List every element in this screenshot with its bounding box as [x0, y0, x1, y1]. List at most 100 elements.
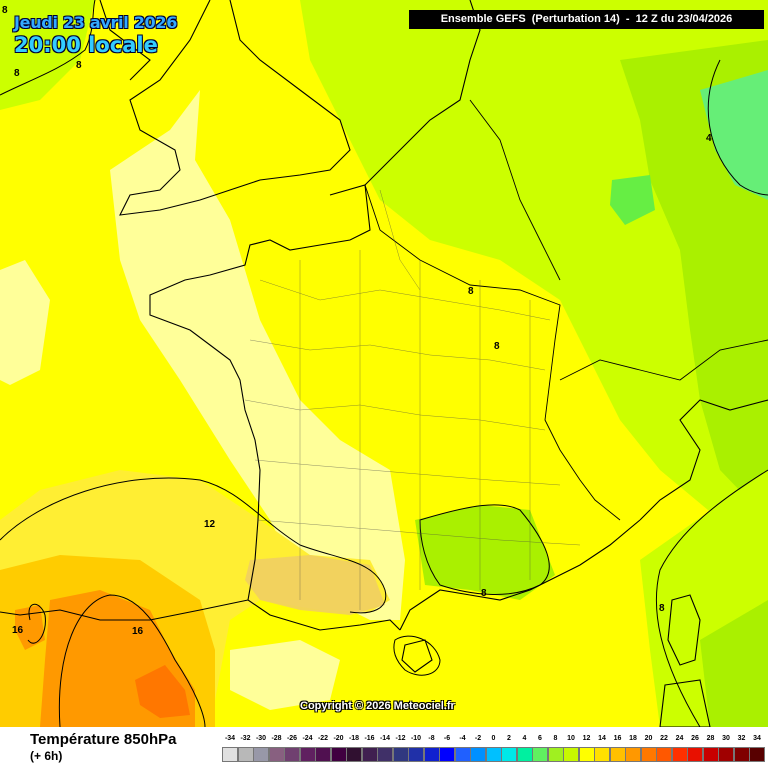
isotherm-16: [58, 594, 206, 727]
map-footer: Température 850hPa (+ 6h) -34 -32 -30 -28 -2…: [0, 727, 768, 768]
light-green-spot: [610, 175, 655, 225]
scale-tick-label: 0: [491, 735, 496, 742]
isotherm-label: 16: [132, 626, 144, 637]
scale-swatch: [532, 747, 548, 762]
scale-tick-label: -12: [395, 735, 406, 742]
scale-tick-label: 2: [507, 735, 511, 742]
variable-name: Température 850hPa: [30, 731, 177, 748]
light-yellow-zone: [110, 90, 405, 620]
scale-tick-label: -16: [364, 735, 375, 742]
scale-swatch: [671, 747, 688, 762]
scale-swatch: [377, 747, 393, 762]
isotherm-12: [0, 477, 387, 614]
scale-swatch: [547, 747, 564, 762]
isotherm-label: 12: [204, 519, 216, 530]
dark-orange-spot: [135, 665, 190, 718]
isotherm-label: 4: [706, 133, 712, 144]
forecast-local-time: 20:00 locale: [14, 33, 158, 57]
scale-swatch: [656, 747, 672, 762]
scale-swatch: [408, 747, 424, 762]
isotherm-8-corsica-sea: [393, 635, 441, 676]
scale-swatch: [516, 747, 533, 762]
lime-zone-nw: [0, 0, 95, 110]
orange-spot: [15, 605, 45, 650]
scale-tick-label: 8: [553, 735, 558, 742]
scale-tick-label: -28: [271, 735, 282, 742]
scale-tick-label: 14: [598, 735, 606, 742]
scale-tick-label: -34: [224, 735, 236, 742]
scale-tick-label: -26: [286, 735, 298, 742]
scale-tick-label: 24: [675, 735, 684, 742]
scale-swatch: [640, 747, 657, 762]
map-canvas: [0, 0, 768, 727]
isotherm-label: 8: [76, 60, 82, 71]
scale-swatch: [578, 747, 595, 762]
scale-tick-label: 12: [582, 735, 591, 742]
scale-swatch: [470, 747, 486, 762]
department-borders: [244, 189, 581, 610]
scale-tick-label: 26: [691, 735, 699, 742]
scale-swatch: [563, 747, 579, 762]
scale-tick-label: 4: [522, 735, 527, 742]
scale-swatch: [361, 747, 378, 762]
light-yellow-spot-s: [230, 640, 340, 710]
mint-zone: [700, 70, 768, 200]
scale-tick-label: -2: [474, 735, 482, 742]
scale-swatch: [237, 747, 254, 762]
isotherm-16-west: [27, 603, 46, 644]
scale-tick-label: -18: [348, 735, 360, 742]
scale-tick-label: 6: [538, 735, 542, 742]
coastlines: [0, 0, 768, 727]
scale-swatch: [346, 747, 362, 762]
isotherm-label: 8: [14, 68, 20, 79]
scale-swatch: [392, 747, 409, 762]
scale-tick-label: 32: [737, 735, 746, 742]
isotherm-8-nw: [0, 0, 96, 96]
scale-swatch: [299, 747, 316, 762]
scale-tick-label: -30: [255, 735, 267, 742]
scale-swatch: [609, 747, 626, 762]
isotherm-4: [707, 59, 768, 196]
forecast-date: Jeudi 23 avril 2026: [14, 13, 178, 32]
isotherm-label: 8: [468, 286, 474, 297]
scale-tick-label: 10: [567, 735, 575, 742]
pyrenees-warm-zone: [245, 555, 385, 615]
scale-swatch: [594, 747, 610, 762]
scale-swatch: [501, 747, 517, 762]
scale-swatch: [702, 747, 719, 762]
scale-tick-label: -14: [379, 735, 391, 742]
scale-tick-label: -22: [317, 735, 329, 742]
temperature-map: Jeudi 23 avril 2026 20:00 locale Ensembl…: [0, 0, 768, 727]
scale-tick-label: 28: [706, 735, 715, 742]
scale-swatch: [749, 747, 765, 762]
scale-swatch: [315, 747, 331, 762]
scale-tick-label: -20: [333, 735, 344, 742]
scale-swatch: [454, 747, 471, 762]
light-yellow-spot-w: [0, 260, 50, 385]
isotherm-label: 8: [481, 588, 487, 599]
copyright-notice: Copyright © 2026 Meteociel.fr: [300, 700, 455, 712]
scale-swatch: [423, 747, 440, 762]
scale-tick-label: -6: [443, 735, 451, 742]
scale-tick-label: 30: [722, 735, 730, 742]
scale-tick-label: -10: [410, 735, 422, 742]
isotherm-label: 8: [494, 341, 500, 352]
isotherm-label: 16: [12, 625, 24, 636]
scale-swatch: [253, 747, 269, 762]
scale-tick-label: 22: [660, 735, 668, 742]
scale-swatch: [625, 747, 641, 762]
scale-swatch: [718, 747, 734, 762]
scale-tick-label: -4: [459, 735, 466, 742]
scale-tick-label: 18: [629, 735, 637, 742]
scale-tick-label: 20: [644, 735, 653, 742]
model-run-banner: Ensemble GEFS (Perturbation 14) - 12 Z d…: [409, 10, 764, 29]
scale-tick-label: -8: [428, 735, 435, 742]
scale-swatch: [268, 747, 285, 762]
color-scale-legend: -34 -32 -30 -28 -26 -24 -22 -20 -18 -16 -14 -12 -10-…: [222, 727, 766, 768]
scale-tick-label: 34: [753, 735, 761, 742]
forecast-step: (+ 6h): [30, 749, 63, 763]
scale-swatch: [439, 747, 455, 762]
isotherm-8-east: [655, 469, 768, 727]
isotherm-label: 8: [659, 603, 665, 614]
scale-tick-label: 16: [613, 735, 622, 742]
